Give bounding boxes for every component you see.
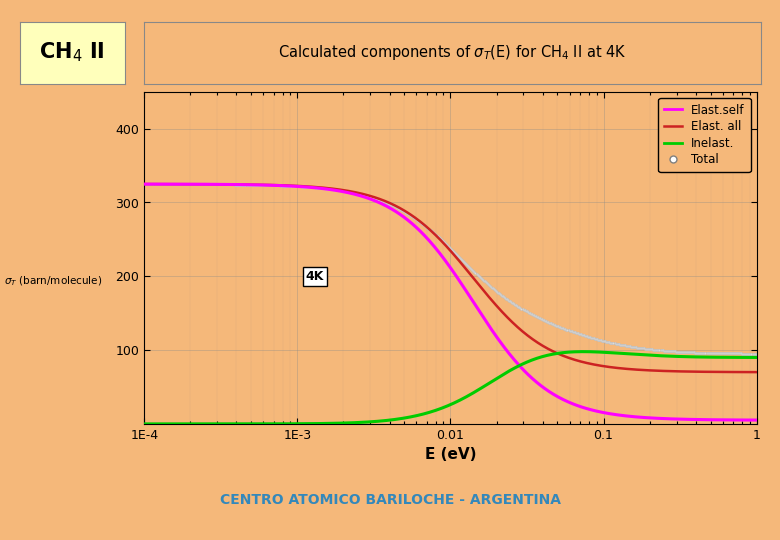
Elast.self xyxy=(601,410,610,416)
Line: Total: Total xyxy=(143,183,758,355)
Elast. all xyxy=(548,348,558,355)
Inelast. xyxy=(501,370,510,376)
Elast. all xyxy=(752,369,761,375)
Elast. all xyxy=(501,312,510,318)
Text: CENTRO ATOMICO BARILOCHE - ARGENTINA: CENTRO ATOMICO BARILOCHE - ARGENTINA xyxy=(219,493,561,507)
Text: 4K: 4K xyxy=(306,270,324,283)
Elast.self xyxy=(248,181,257,188)
Inelast. xyxy=(248,421,257,427)
Total xyxy=(752,350,761,357)
Total xyxy=(417,220,426,226)
Line: Inelast.: Inelast. xyxy=(144,352,757,424)
X-axis label: E (eV): E (eV) xyxy=(424,447,477,462)
Inelast. xyxy=(140,421,149,427)
Elast. all xyxy=(140,181,149,187)
Elast. all xyxy=(248,181,257,188)
Total xyxy=(548,321,558,328)
Elast. all xyxy=(297,183,307,190)
Elast.self xyxy=(417,229,426,235)
Inelast. xyxy=(297,421,307,427)
Elast.self xyxy=(297,184,307,190)
Inelast. xyxy=(752,354,761,361)
Elast. all xyxy=(601,363,610,370)
Line: Elast. all: Elast. all xyxy=(144,184,757,372)
Elast. all xyxy=(417,219,426,226)
Text: $\sigma_T$ (barn/molecule): $\sigma_T$ (barn/molecule) xyxy=(4,274,102,288)
Line: Elast.self: Elast.self xyxy=(144,184,757,420)
Elast.self xyxy=(140,181,149,187)
Total xyxy=(601,338,610,345)
Inelast. xyxy=(580,348,589,355)
Elast.self xyxy=(548,391,558,397)
Total xyxy=(248,181,257,188)
Text: CH$_4$ II: CH$_4$ II xyxy=(39,41,105,64)
Inelast. xyxy=(548,351,558,357)
Inelast. xyxy=(417,411,426,418)
Text: Calculated components of $\sigma_T$(E) for CH$_4$ II at 4K: Calculated components of $\sigma_T$(E) f… xyxy=(278,43,627,62)
Elast.self xyxy=(501,345,510,352)
Inelast. xyxy=(601,349,611,356)
Total xyxy=(297,183,307,190)
Legend: Elast.self, Elast. all, Inelast., Total: Elast.self, Elast. all, Inelast., Total xyxy=(658,98,750,172)
Total xyxy=(501,295,510,301)
Elast.self xyxy=(752,417,761,423)
Total xyxy=(140,181,149,187)
